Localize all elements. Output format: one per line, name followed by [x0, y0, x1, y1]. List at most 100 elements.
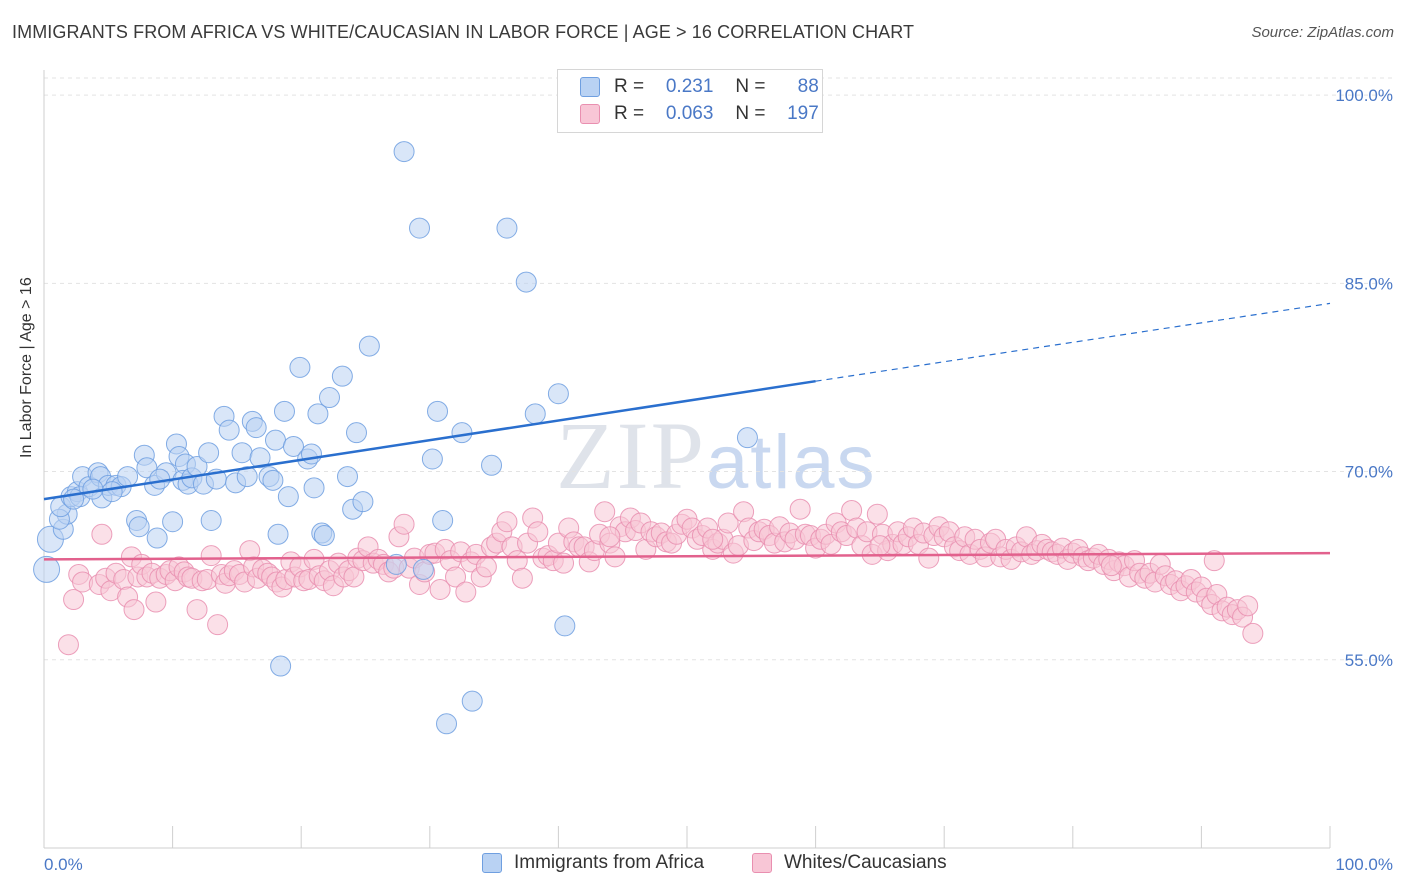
- bottom-legend-label: Whites/Caucasians: [784, 852, 947, 873]
- axes: [43, 70, 1331, 849]
- point-immigrants-africa: [427, 400, 449, 422]
- point-immigrants-africa: [554, 615, 576, 637]
- point-immigrants-africa: [63, 488, 85, 510]
- legend-r-value: 0.063: [665, 103, 714, 124]
- point-whites-caucasians: [455, 581, 477, 603]
- point-whites-caucasians: [789, 498, 811, 520]
- y-tick-label: 85.0%: [1345, 274, 1393, 293]
- point-immigrants-africa: [412, 558, 434, 580]
- trend-lines: [43, 302, 1331, 561]
- x-tick-label-start: 0.0%: [44, 855, 83, 874]
- point-whites-caucasians: [866, 503, 888, 525]
- point-immigrants-africa: [307, 403, 329, 425]
- legend-row-whites: R = 0.063 N = 197: [580, 102, 819, 126]
- point-immigrants-africa: [82, 478, 104, 500]
- point-immigrants-africa: [231, 442, 253, 464]
- point-immigrants-africa: [393, 141, 415, 163]
- point-immigrants-africa: [270, 655, 292, 677]
- bottom-legend-whites: Whites/Caucasians: [752, 852, 947, 874]
- point-immigrants-africa: [300, 443, 322, 465]
- bottom-legend-africa: Immigrants from Africa: [482, 852, 704, 874]
- point-whites-caucasians: [717, 512, 739, 534]
- point-whites-caucasians: [207, 614, 229, 636]
- point-immigrants-africa: [313, 525, 335, 547]
- x-tick-label-end: 100.0%: [1335, 855, 1393, 874]
- point-whites-caucasians: [200, 545, 222, 567]
- point-whites-caucasians: [1100, 555, 1122, 577]
- point-whites-caucasians: [918, 547, 940, 569]
- legend-n-value: 197: [787, 103, 819, 124]
- point-whites-caucasians: [511, 567, 533, 589]
- bottom-legend-swatch-blue: [482, 853, 502, 873]
- point-whites-caucasians: [527, 521, 549, 543]
- point-whites-caucasians: [1203, 550, 1225, 572]
- source-label: Source: ZipAtlas.com: [1251, 24, 1394, 41]
- point-whites-caucasians: [145, 591, 167, 613]
- point-immigrants-africa: [101, 481, 123, 503]
- point-whites-caucasians: [91, 523, 113, 545]
- y-axis-label: In Labor Force | Age > 16: [18, 277, 35, 458]
- y-tick-label: 55.0%: [1345, 651, 1393, 670]
- point-immigrants-africa: [496, 217, 518, 239]
- point-immigrants-africa: [421, 448, 443, 470]
- y-tick-label: 100.0%: [1335, 86, 1393, 105]
- point-immigrants-africa: [409, 217, 431, 239]
- point-immigrants-africa: [303, 477, 325, 499]
- bottom-legend-label: Immigrants from Africa: [514, 852, 705, 873]
- point-whites-caucasians: [702, 528, 724, 550]
- legend-row-africa: R = 0.231 N = 88: [580, 75, 819, 99]
- bottom-legend-swatch-pink: [752, 853, 772, 873]
- point-whites-caucasians: [475, 556, 497, 578]
- point-whites-caucasians: [506, 550, 528, 572]
- watermark-zip: ZIP: [556, 402, 706, 509]
- tick-labels: 55.0% 70.0% 85.0% 100.0% 0.0% 100.0%: [44, 86, 1393, 874]
- point-immigrants-africa: [451, 422, 473, 444]
- watermark: ZIPatlas: [556, 400, 877, 511]
- point-immigrants-africa: [200, 509, 222, 531]
- y-tick-label: 70.0%: [1345, 463, 1393, 482]
- chart-title: IMMIGRANTS FROM AFRICA VS WHITE/CAUCASIA…: [12, 22, 915, 42]
- point-whites-caucasians: [63, 589, 85, 611]
- point-whites-caucasians: [445, 566, 467, 588]
- point-whites-caucasians: [123, 599, 145, 621]
- point-immigrants-africa: [249, 447, 271, 469]
- trend-line-africa: [43, 379, 816, 501]
- point-immigrants-africa: [461, 690, 483, 712]
- point-immigrants-africa: [385, 553, 407, 575]
- point-immigrants-africa: [162, 511, 184, 533]
- point-whites-caucasians: [1242, 622, 1264, 644]
- point-immigrants-africa: [262, 469, 284, 491]
- point-immigrants-africa: [277, 486, 299, 508]
- legend-r-label: R =: [614, 103, 645, 124]
- legend-r-label: R =: [614, 76, 645, 97]
- legend-swatch-pink: [580, 104, 600, 124]
- point-whites-caucasians: [496, 511, 518, 533]
- point-immigrants-africa: [515, 271, 537, 293]
- bottom-legend: Immigrants from Africa Whites/Caucasians: [0, 852, 1406, 878]
- point-immigrants-africa: [117, 466, 139, 488]
- point-whites-caucasians: [57, 634, 79, 656]
- point-whites-caucasians: [1237, 595, 1259, 617]
- point-whites-caucasians: [841, 499, 863, 521]
- legend-n-label: N =: [735, 103, 766, 124]
- point-immigrants-africa: [264, 429, 286, 451]
- point-immigrants-africa: [149, 468, 171, 490]
- point-immigrants-africa: [218, 419, 240, 441]
- point-immigrants-africa: [128, 516, 150, 538]
- point-whites-caucasians: [429, 579, 451, 601]
- point-whites-caucasians: [186, 599, 208, 621]
- legend-n-value: 88: [797, 76, 819, 97]
- trend-line-africa-extrapolated: [815, 302, 1331, 382]
- point-immigrants-africa: [358, 335, 380, 357]
- point-immigrants-africa: [481, 454, 503, 476]
- point-immigrants-africa: [345, 422, 367, 444]
- point-immigrants-africa: [267, 523, 289, 545]
- trend-line-whites: [43, 551, 1331, 561]
- point-whites-caucasians: [393, 513, 415, 535]
- point-whites-caucasians: [553, 552, 575, 574]
- point-whites-caucasians: [599, 526, 621, 548]
- legend-r-value: 0.231: [665, 76, 714, 97]
- point-immigrants-africa: [282, 435, 304, 457]
- point-immigrants-africa: [436, 713, 458, 735]
